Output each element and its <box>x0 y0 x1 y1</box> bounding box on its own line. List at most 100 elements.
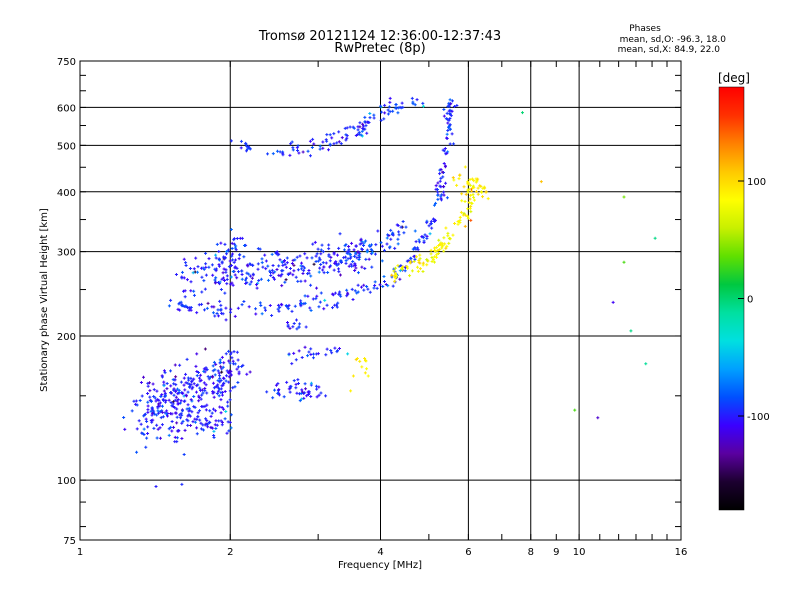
echo-point <box>288 267 292 271</box>
echo-point <box>176 402 180 406</box>
echo-point <box>337 347 341 351</box>
echo-point <box>448 142 452 146</box>
x-tick-label: 9 <box>553 547 559 558</box>
echo-point <box>284 278 288 282</box>
echo-point <box>463 165 467 169</box>
echo-point <box>422 235 426 239</box>
echo-point <box>235 276 239 280</box>
echo-point <box>160 393 164 397</box>
echo-point <box>393 266 397 270</box>
echo-point <box>216 369 220 373</box>
echo-point <box>481 195 485 199</box>
echo-point <box>445 196 449 200</box>
echo-point <box>384 282 388 286</box>
echo-point <box>366 374 370 378</box>
echo-point <box>360 129 364 133</box>
echo-point <box>259 277 263 281</box>
echo-point <box>322 307 326 311</box>
echo-point <box>421 270 425 274</box>
echo-point <box>436 181 440 185</box>
echo-point <box>360 265 364 269</box>
echo-point <box>362 288 366 292</box>
echo-point <box>389 237 393 241</box>
echo-point <box>139 422 143 426</box>
echo-point <box>233 246 237 250</box>
echo-point <box>184 264 188 268</box>
echo-point <box>295 318 299 322</box>
echo-point <box>221 365 225 369</box>
echo-point <box>330 292 334 296</box>
echo-point <box>338 273 342 277</box>
echo-point <box>350 241 354 245</box>
echo-point <box>172 382 176 386</box>
echo-point <box>346 257 350 261</box>
echo-point <box>279 274 283 278</box>
echo-point <box>296 144 300 148</box>
echo-point <box>217 258 221 262</box>
echo-point <box>596 416 600 420</box>
echo-point <box>418 253 422 257</box>
echo-point <box>203 386 207 390</box>
echo-point <box>294 275 298 279</box>
echo-point <box>184 372 188 376</box>
echo-point <box>181 419 185 423</box>
echo-point <box>416 246 420 250</box>
echo-point <box>469 193 473 197</box>
echo-point <box>214 256 218 260</box>
echo-point <box>164 399 168 403</box>
echo-point <box>263 306 267 310</box>
echo-point <box>285 256 289 260</box>
echo-point <box>435 253 439 257</box>
echo-point <box>318 147 322 151</box>
echo-point <box>306 149 310 153</box>
echo-point <box>272 277 276 281</box>
echo-point <box>434 184 438 188</box>
echo-point <box>220 260 224 264</box>
echo-point <box>301 264 305 268</box>
echo-point <box>319 263 323 267</box>
echo-point <box>466 216 470 220</box>
echo-point <box>220 423 224 427</box>
echo-point <box>653 236 657 240</box>
echo-point <box>198 418 202 422</box>
echo-point <box>196 371 200 375</box>
echo-point <box>444 226 448 230</box>
echo-point <box>213 314 217 318</box>
echo-point <box>281 153 285 157</box>
echo-point <box>355 256 359 260</box>
echo-point <box>229 228 233 232</box>
echo-point <box>173 440 177 444</box>
echo-point <box>368 116 372 120</box>
echo-point <box>367 243 371 247</box>
echo-point <box>573 408 577 412</box>
echo-point <box>335 305 339 309</box>
echo-point <box>417 258 421 262</box>
echo-point <box>244 276 248 280</box>
echo-point <box>152 395 156 399</box>
echo-point <box>210 263 214 267</box>
echo-point <box>229 264 233 268</box>
echo-point <box>264 267 268 271</box>
echo-point <box>157 411 161 415</box>
echo-point <box>360 365 364 369</box>
echo-point <box>373 280 377 284</box>
echo-point <box>238 236 242 240</box>
echo-point <box>456 222 460 226</box>
echo-point <box>199 421 203 425</box>
echo-point <box>434 201 438 205</box>
echo-point <box>383 111 387 115</box>
echo-point <box>375 286 379 290</box>
echo-point <box>444 246 448 250</box>
echo-point <box>212 386 216 390</box>
echo-point <box>146 400 150 404</box>
echo-point <box>442 236 446 240</box>
echo-point <box>270 314 274 318</box>
echo-point <box>208 421 212 425</box>
echo-point <box>425 259 429 263</box>
echo-point <box>287 387 291 391</box>
echo-point <box>421 261 425 265</box>
echo-point <box>156 409 160 413</box>
echo-point <box>484 190 488 194</box>
echo-point <box>358 252 362 256</box>
echo-point <box>189 289 193 293</box>
